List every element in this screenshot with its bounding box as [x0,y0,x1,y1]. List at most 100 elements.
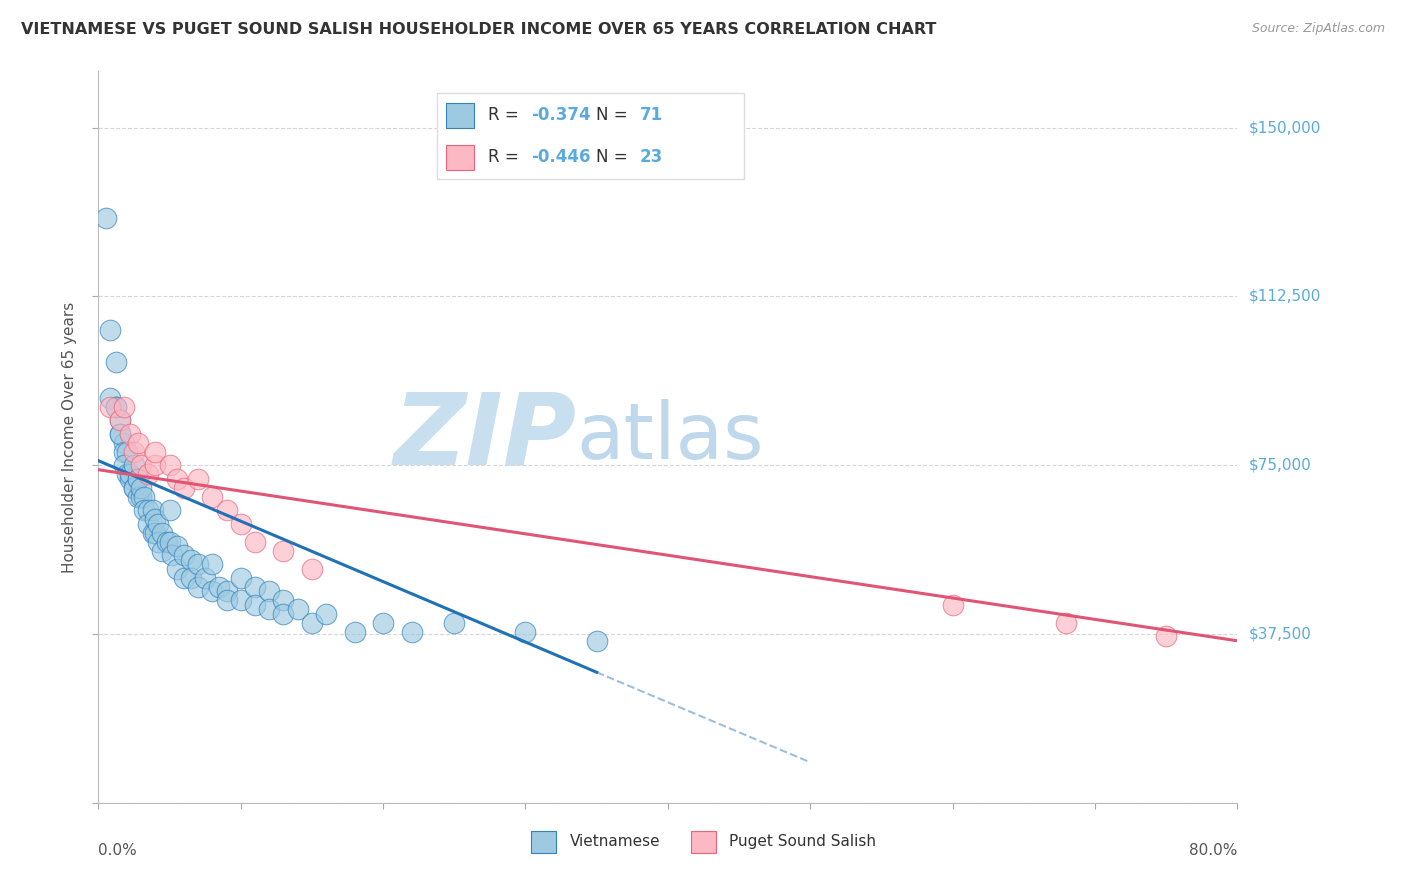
Point [243,580,266,594]
Point [315,607,337,621]
Point [215,584,238,599]
Point [118,472,141,486]
Point [145,444,167,458]
Text: N =: N = [596,148,633,166]
Point [243,534,266,549]
Point [122,458,145,473]
Point [201,558,224,572]
Point [194,571,217,585]
Point [148,516,170,531]
Point [173,571,195,585]
Point [145,458,167,473]
Text: atlas: atlas [576,399,765,475]
Text: ZIP: ZIP [394,389,576,485]
Point [129,490,152,504]
Point [127,472,149,486]
Point [301,615,323,630]
Point [104,400,127,414]
Point [180,553,202,567]
Point [98,391,121,405]
Point [141,503,163,517]
Point [136,516,159,531]
Point [229,593,252,607]
Point [115,467,138,482]
Point [98,400,121,414]
Text: $75,000: $75,000 [1249,458,1312,473]
Text: $112,500: $112,500 [1249,289,1320,304]
Point [166,472,188,486]
Text: VIETNAMESE VS PUGET SOUND SALISH HOUSEHOLDER INCOME OVER 65 YEARS CORRELATION CH: VIETNAMESE VS PUGET SOUND SALISH HOUSEHO… [21,22,936,37]
Point [229,516,252,531]
Point [259,584,281,599]
Point [180,571,202,585]
FancyBboxPatch shape [446,103,474,128]
Point [136,467,159,482]
Point [187,472,209,486]
Point [201,584,224,599]
Point [229,571,252,585]
Point [159,503,181,517]
Text: -0.446: -0.446 [531,148,591,166]
Point [104,354,127,368]
Text: 0.0%: 0.0% [98,843,138,858]
Point [215,593,238,607]
Point [108,426,131,441]
Point [141,525,163,540]
Text: $37,500: $37,500 [1249,626,1312,641]
FancyBboxPatch shape [531,830,557,853]
Point [108,426,131,441]
Point [115,444,138,458]
Point [148,534,170,549]
Point [273,543,295,558]
Text: 80.0%: 80.0% [1189,843,1237,858]
Point [127,435,149,450]
Text: $150,000: $150,000 [1249,120,1320,135]
Text: Vietnamese: Vietnamese [569,834,661,849]
Point [401,624,423,639]
Text: R =: R = [488,148,524,166]
Point [173,548,195,562]
Text: -0.374: -0.374 [531,105,591,123]
Point [373,615,395,630]
Text: Puget Sound Salish: Puget Sound Salish [730,834,876,849]
Point [152,543,174,558]
Point [122,481,145,495]
FancyBboxPatch shape [437,94,744,179]
Point [585,633,607,648]
Point [301,562,323,576]
Point [187,580,209,594]
Point [259,602,281,616]
Point [145,525,167,540]
Point [112,458,135,473]
Point [122,481,145,495]
Point [108,413,131,427]
Point [104,400,127,414]
Point [118,467,141,482]
Point [201,490,224,504]
Point [162,548,184,562]
Point [118,426,141,441]
Point [273,607,295,621]
Text: R =: R = [488,105,524,123]
Point [127,490,149,504]
Point [208,580,231,594]
Point [94,211,117,225]
Point [243,598,266,612]
Text: N =: N = [596,105,633,123]
Point [122,444,145,458]
Point [343,624,366,639]
Point [942,598,965,612]
Point [98,323,121,337]
Point [156,534,179,549]
Point [145,512,167,526]
Point [129,481,152,495]
Point [112,435,135,450]
Point [443,615,465,630]
Point [159,458,181,473]
Point [159,534,181,549]
Point [152,525,174,540]
Point [136,503,159,517]
Point [132,490,155,504]
Point [215,503,238,517]
Point [112,444,135,458]
